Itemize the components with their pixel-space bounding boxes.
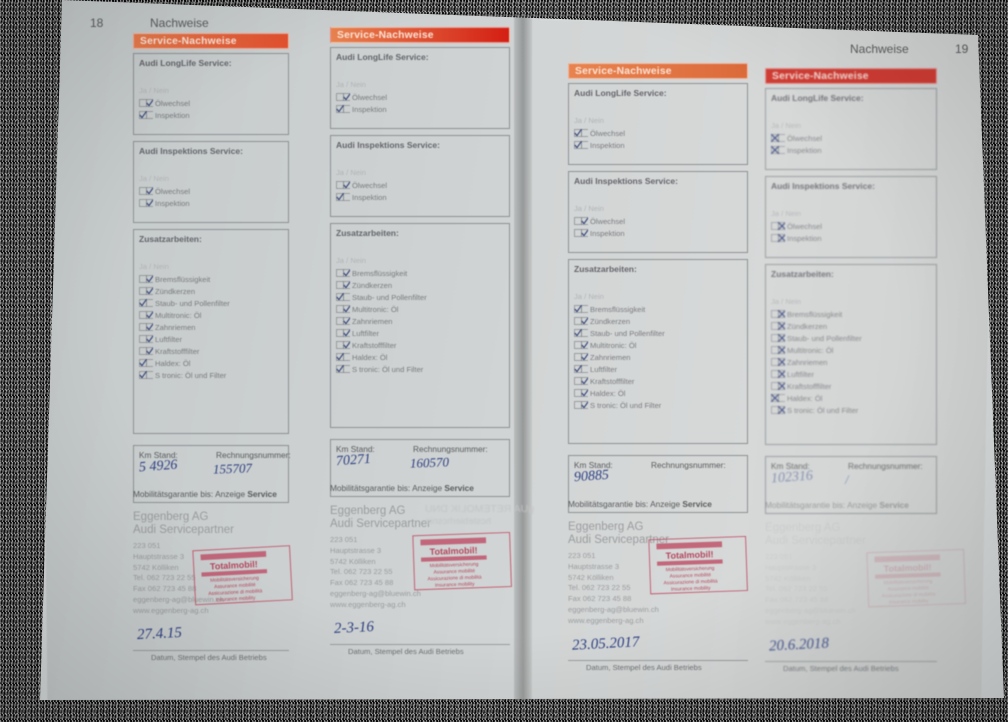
svg-text:Totalmobil!: Totalmobil! xyxy=(666,549,714,561)
svg-text:Totalmobil!: Totalmobil! xyxy=(430,545,478,557)
svg-text:Mobilitätsversicherung: Mobilitätsversicherung xyxy=(430,561,479,569)
svg-text:Assicurazione di mobilità: Assicurazione di mobilità xyxy=(881,592,935,600)
svg-text:Mobilitätsversicherung: Mobilitätsversicherung xyxy=(884,578,933,586)
svg-text:Totalmobil!: Totalmobil! xyxy=(210,559,258,571)
svg-text:Totalmobil!: Totalmobil! xyxy=(884,562,932,574)
svg-text:Assicurazione di mobilità: Assicurazione di mobilità xyxy=(427,575,481,583)
svg-text:Assurance mobilité: Assurance mobilité xyxy=(887,585,929,592)
svg-text:Assicurazione di mobilità: Assicurazione di mobilità xyxy=(663,579,717,587)
svg-text:Assurance mobilité: Assurance mobilité xyxy=(669,572,711,579)
svg-text:Assurance mobilité: Assurance mobilité xyxy=(433,568,475,575)
svg-text:Mobilitätsversicherung: Mobilitätsversicherung xyxy=(666,565,715,573)
